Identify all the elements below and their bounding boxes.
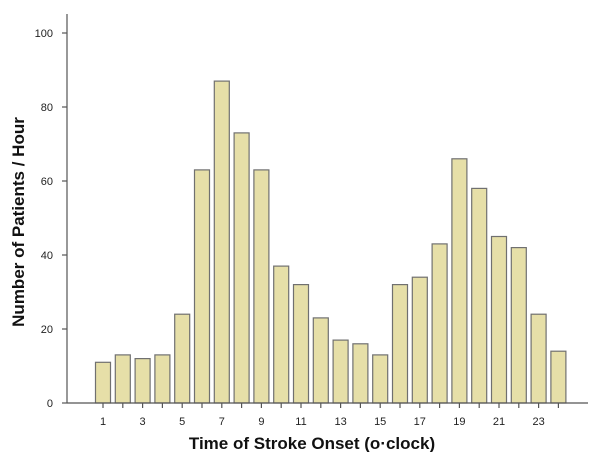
bar-hour-2 bbox=[114, 354, 131, 404]
x-tick-label: 15 bbox=[374, 416, 386, 428]
bar-hour-1 bbox=[94, 361, 112, 404]
x-axis-title: Time of Stroke Onset (o·clock) bbox=[189, 434, 435, 452]
x-tick-label: 13 bbox=[334, 416, 346, 428]
bar-hour-3 bbox=[134, 358, 151, 404]
x-tick-label: 23 bbox=[532, 416, 544, 428]
bar-hour-17 bbox=[411, 276, 428, 404]
bar-hour-9 bbox=[253, 169, 270, 404]
bars bbox=[94, 80, 567, 404]
bar-hour-24 bbox=[550, 350, 567, 404]
bar-hour-14 bbox=[352, 343, 369, 404]
bar-hour-16 bbox=[391, 284, 409, 404]
bar-hour-8 bbox=[233, 132, 250, 404]
y-tick-label: 60 bbox=[41, 176, 53, 188]
x-tick-label: 3 bbox=[140, 416, 146, 428]
bar-hour-13 bbox=[332, 339, 349, 404]
bar-hour-4 bbox=[154, 354, 171, 404]
bar-hour-5 bbox=[174, 313, 191, 404]
bar-hour-19 bbox=[451, 158, 468, 404]
bar-hour-10 bbox=[273, 265, 290, 404]
bar-hour-12 bbox=[312, 317, 329, 404]
bar-hour-21 bbox=[490, 235, 508, 404]
x-tick-label: 11 bbox=[295, 416, 306, 428]
x-tick-label: 7 bbox=[219, 416, 225, 428]
bar-hour-23 bbox=[530, 313, 547, 404]
bar-hour-7 bbox=[213, 80, 230, 404]
y-tick-label: 100 bbox=[35, 28, 53, 40]
bar-hour-18 bbox=[431, 243, 448, 404]
y-tick-label: 0 bbox=[47, 398, 53, 410]
x-tick-label: 19 bbox=[453, 416, 465, 428]
y-tick-label: 40 bbox=[41, 250, 53, 262]
y-tick-label: 80 bbox=[41, 102, 53, 114]
bar-hour-22 bbox=[510, 247, 527, 404]
x-axis-ticks: 1 3 5 7 9 11 13 15 17 19 21 23 bbox=[100, 403, 560, 428]
x-tick-label: 17 bbox=[414, 416, 426, 428]
bar-hour-15 bbox=[372, 354, 389, 404]
bar-hour-11 bbox=[292, 284, 310, 404]
x-tick-label: 5 bbox=[179, 416, 185, 428]
x-tick-label: 1 bbox=[100, 416, 106, 428]
y-axis-title: Number of Patients / Hour bbox=[9, 117, 28, 327]
bar-hour-20 bbox=[471, 187, 488, 404]
x-tick-label: 21 bbox=[493, 416, 505, 428]
x-tick-label: 9 bbox=[258, 416, 264, 428]
bar-hour-6 bbox=[193, 169, 211, 404]
y-axis-ticks: 0 20 40 60 80 100 bbox=[35, 28, 67, 410]
y-tick-label: 20 bbox=[41, 324, 53, 336]
